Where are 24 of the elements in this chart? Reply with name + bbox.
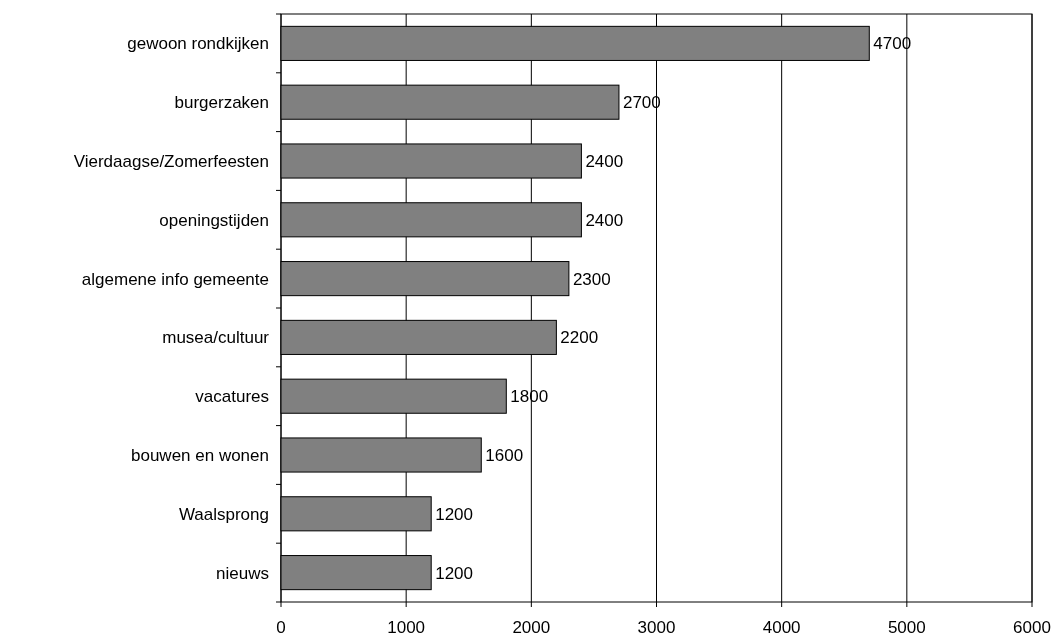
x-tick-label: 5000 <box>887 618 926 637</box>
data-label: 1200 <box>435 563 474 583</box>
y-tick-label: algemene info gemeente <box>81 269 269 289</box>
y-tick-label: burgerzaken <box>174 93 269 113</box>
data-label: 1600 <box>485 446 524 465</box>
x-tick-label: 3000 <box>637 618 676 637</box>
data-label: 2400 <box>585 152 624 171</box>
data-label: 2200 <box>560 328 599 348</box>
y-tick-label: openingstijden <box>159 210 269 230</box>
x-tick-label: 2000 <box>512 618 551 637</box>
y-tick-label: gewoon rondkijken <box>127 34 269 54</box>
data-label: 2300 <box>572 269 611 289</box>
y-tick-label: Waalsprong <box>178 504 269 524</box>
y-tick-label: bouwen en wonen <box>130 446 269 465</box>
data-label: 1200 <box>435 504 474 524</box>
x-tick-label: 6000 <box>1013 618 1051 637</box>
data-label: 2400 <box>585 210 624 230</box>
x-tick-label: 1000 <box>387 618 426 637</box>
x-tick-label: 0 <box>276 618 286 637</box>
y-tick-label: Vierdaagse/Zomerfeesten <box>73 152 269 171</box>
y-tick-label: musea/cultuur <box>162 328 270 348</box>
y-tick-label: nieuws <box>216 563 269 583</box>
x-tick-label: 4000 <box>762 618 801 637</box>
y-tick-label: vacatures <box>195 387 269 407</box>
